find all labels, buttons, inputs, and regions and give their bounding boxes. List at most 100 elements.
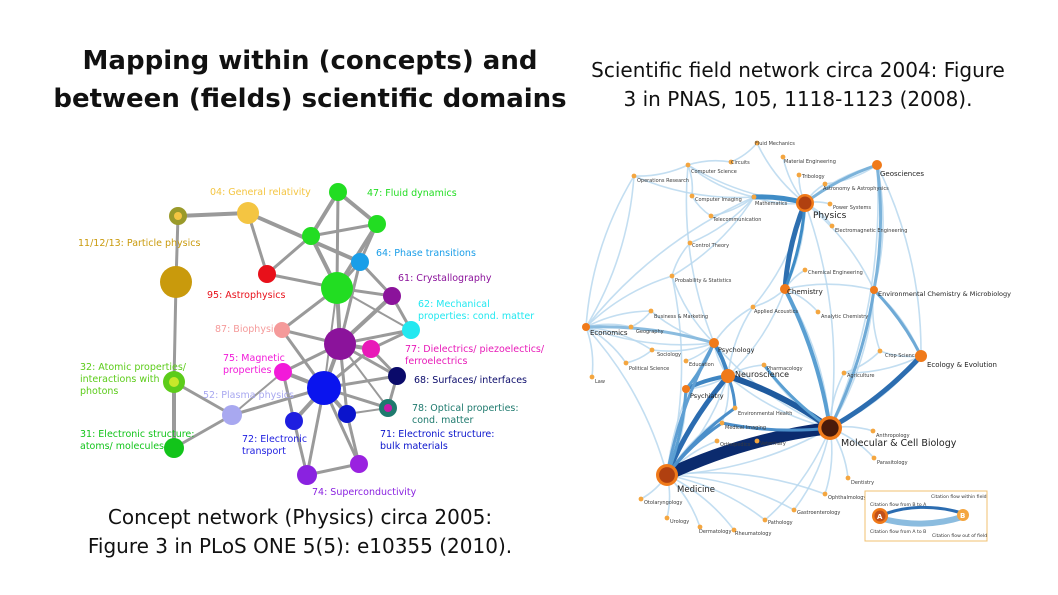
legend-label-b: B: [960, 512, 965, 520]
field-edge: [671, 275, 715, 344]
legend-text-b-to-a: Citation flow from B to A: [870, 502, 927, 508]
field-node-minor: [683, 358, 689, 364]
legend-label-a: A: [877, 513, 883, 521]
field-label-minor: Chemical Engineering: [808, 270, 863, 276]
concept-edge: [231, 371, 284, 416]
field-label-minor: Applied Acoustics: [754, 309, 798, 315]
slide-title: Mapping within (concepts) and between (f…: [40, 42, 580, 118]
field-label-minor: Tribology: [801, 174, 825, 180]
concept-label-mechanical: 62: Mechanical properties: cond. matter: [418, 299, 534, 322]
concept-label-bulk: 71: Electronic structure: bulk materials: [380, 429, 494, 452]
field-caption-line-1: Scientific field network circa 2004: Fig…: [591, 58, 1005, 82]
concept-node-crystallography: [383, 287, 401, 305]
field-edge: [685, 164, 715, 344]
field-node-minor: [871, 455, 877, 461]
field-label-minor: Dermatology: [699, 529, 731, 535]
field-label-major: Neuroscience: [735, 370, 789, 379]
field-node-minor: [719, 420, 725, 426]
legend-flow-arrow: [879, 514, 963, 527]
field-edge: [666, 471, 826, 495]
field-node-major: [872, 160, 882, 170]
field-node-minor: [631, 173, 637, 179]
field-edge: [727, 306, 754, 377]
field-nodes: Fluid Mechanics Circuits Material Engineer…: [582, 140, 1011, 537]
concept-edge: [335, 190, 340, 290]
concept-node-magnetic: [274, 363, 292, 381]
field-label-minor: Dentistry: [851, 480, 874, 486]
field-label-minor: Control Theory: [692, 243, 729, 249]
field-node-major-core: [821, 419, 839, 437]
field-node-major: [915, 350, 927, 362]
field-label-minor: Ophthalmology: [828, 495, 866, 501]
field-node-minor: [687, 240, 693, 246]
field-label-minor: Sociology: [657, 352, 681, 358]
field-label-minor: Astronomy & Astrophysics: [823, 186, 889, 192]
field-label-major: Chemistry: [787, 288, 823, 296]
field-edge: [671, 242, 691, 277]
field-label-minor: Otolaryngology: [644, 500, 682, 506]
field-node-major: [780, 284, 790, 294]
field-label-minor: Material Engineering: [784, 159, 836, 165]
concept-label-plasma: 52: Plasma physics: [203, 390, 294, 401]
field-label-minor: Pathology: [768, 520, 793, 526]
field-label-minor: Political Science: [629, 366, 669, 372]
concept-label-fluid-dynamics: 47: Fluid dynamics: [367, 188, 457, 199]
field-edge: [710, 196, 755, 217]
concept-node-fluid-dynamics: [329, 183, 347, 201]
field-node-minor: [623, 360, 629, 366]
field-edge: [585, 175, 635, 328]
concept-edge: [172, 413, 234, 450]
field-edge: [687, 164, 694, 197]
field-edge: [585, 310, 652, 328]
field-flow: [783, 287, 832, 430]
field-node-minor: [791, 507, 797, 513]
concept-node-astrophysics: [258, 265, 276, 283]
concept-label-general-relativity: 04: General relativity: [210, 187, 311, 198]
legend-node-a-core: [874, 510, 886, 522]
legend-text-a-to-b: Citation flow from A to B: [870, 529, 926, 535]
legend-text-out: Citation flow out of field: [932, 533, 987, 539]
field-edge: [687, 159, 732, 166]
field-node-minor: [685, 162, 691, 168]
field-node-minor: [731, 527, 737, 533]
field-node-minor: [697, 524, 703, 530]
concept-node-particle-physics: [160, 266, 192, 298]
concept-node-general-relativity: [237, 202, 259, 224]
concept-label-electronic-transport: 72: Electronic transport: [242, 434, 307, 457]
field-node-minor: [751, 194, 757, 200]
concept-edge: [265, 234, 313, 276]
field-label-minor: Rheumatology: [735, 531, 771, 537]
field-node-minor: [845, 475, 851, 481]
field-label-minor: Telecommunication: [712, 217, 761, 223]
concept-node-electronic-atoms: [164, 438, 184, 458]
field-flow: [782, 200, 808, 292]
concept-label-surfaces: 68: Surfaces/ interfaces: [414, 375, 527, 386]
field-node-minor: [780, 154, 786, 160]
field-edge: [829, 164, 879, 429]
field-node-minor: [732, 405, 738, 411]
concept-hub-node: [302, 227, 320, 245]
field-node-major-core: [798, 196, 812, 210]
field-edge: [713, 306, 754, 344]
field-edge: [651, 342, 715, 352]
field-node-major: [870, 286, 878, 294]
field-node-minor: [664, 515, 670, 521]
field-node-minor: [689, 193, 695, 199]
concept-node-plasma: [222, 405, 242, 425]
field-label-minor: Crop Science: [885, 353, 918, 359]
legend-flow-arrow: [879, 505, 963, 518]
concept-label-crystallography: 61: Crystallography: [398, 273, 492, 284]
field-flow: [872, 288, 923, 358]
field-edge: [630, 310, 652, 328]
field-label-minor: Operations Research: [637, 178, 689, 184]
field-label-minor: Environmental Health: [738, 411, 792, 417]
field-edge: [666, 474, 795, 511]
field-node-minor: [669, 273, 675, 279]
field-label-minor: Gastroenterology: [797, 510, 840, 516]
concept-hub-node: [324, 328, 356, 360]
field-node-minor: [754, 438, 760, 444]
field-edge: [689, 196, 755, 244]
field-label-minor: Agriculture: [847, 373, 875, 379]
